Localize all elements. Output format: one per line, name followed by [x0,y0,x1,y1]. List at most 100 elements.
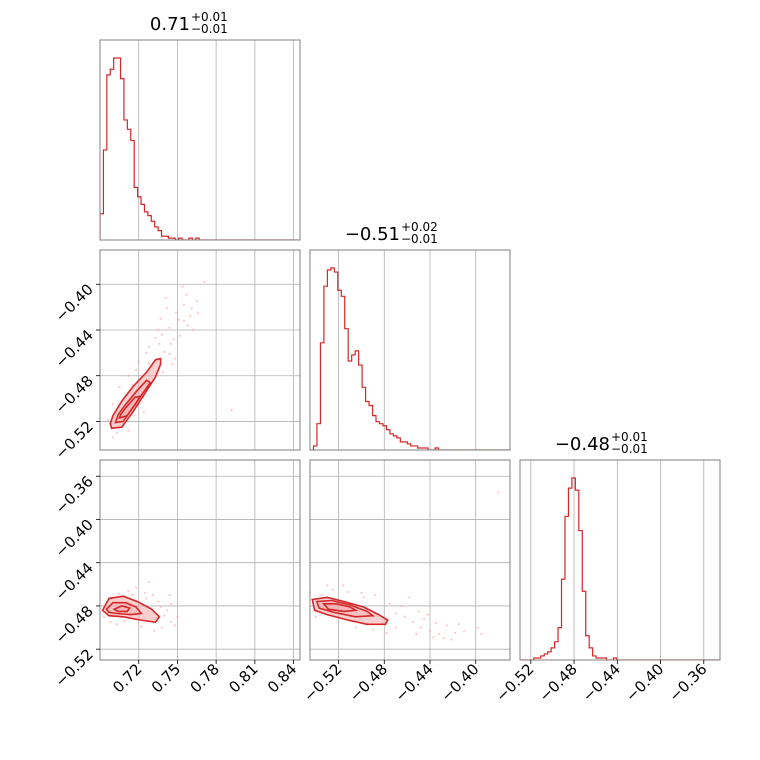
scatter-point [127,589,130,593]
scatter-point [172,337,175,341]
scatter-point [394,626,397,629]
scatter-point [118,592,121,596]
scatter-point [442,637,445,640]
scatter-point [314,615,317,618]
contour-line [109,357,162,430]
scatter-point [111,403,115,406]
y-tick-label: −0.48 [52,602,97,647]
title-median: −0.51 [345,224,400,245]
y-tick-label: −0.40 [52,280,97,325]
scatter-point [123,619,126,623]
scatter-point [147,580,151,584]
scatter-point [163,614,166,617]
scatter-point [137,360,140,364]
x-tick-label: 0.75 [148,660,184,696]
scatter-point [191,328,195,332]
y-tick-label: −0.40 [52,516,97,561]
scatter-point [432,636,435,639]
scatter-point [325,584,329,587]
scatter-point [131,593,134,597]
x-tick-label: −0.52 [492,660,537,705]
contour-line [321,602,359,613]
panel-frame [309,249,511,451]
scatter-point [169,602,173,605]
scatter-point [169,620,173,624]
scatter-point [173,357,177,360]
scatter-point [182,319,186,323]
scatter-point [134,368,138,372]
y-tick-label: −0.36 [52,472,97,517]
scatter-point [173,624,177,627]
scatter-point [190,307,193,310]
panel-1-1 [309,249,511,451]
panel-frame [309,459,511,661]
scatter-point [453,631,457,635]
scatter-point [162,371,165,374]
y-tick-label: −0.48 [52,372,97,417]
scatter-point [115,431,118,435]
scatter-point [434,622,437,625]
scatter-point [169,342,173,345]
contour-line [112,605,132,613]
scatter-point [165,307,169,310]
x-tick-label: −0.52 [300,660,345,705]
scatter-point [373,593,377,597]
contour-fill [119,396,140,418]
x-tick-label: −0.40 [622,660,667,705]
scatter-point [203,280,206,284]
scatter-point [163,350,166,353]
panel-0-0 [99,39,301,241]
panel-content [310,267,510,450]
scatter-point [362,596,365,599]
scatter-point [346,590,349,594]
scatter-point [178,334,182,337]
scatter-point [145,597,148,600]
scatter-point [118,385,121,389]
scatter-point [160,626,164,629]
panel-content [106,280,233,439]
scatter-point [174,311,178,315]
scatter-point [354,626,357,629]
scatter-point [186,324,189,327]
x-tick-label: 0.84 [264,660,300,696]
scatter-point [476,626,480,629]
scatter-point [360,591,363,595]
x-tick-label: 0.78 [187,660,223,696]
scatter-point [189,315,192,318]
scatter-point [134,586,138,589]
scatter-point [403,615,407,618]
scatter-point [371,628,375,631]
scatter-point [450,638,453,641]
scatter-point [160,333,164,336]
scatter-point [417,610,420,613]
contour-line [105,601,143,616]
x-tick-label: −0.36 [665,660,710,705]
scatter-point [156,328,160,332]
contour-line [101,595,161,624]
contour-line [311,596,389,626]
scatter-point [480,632,483,636]
scatter-point [154,336,157,340]
scatter-point [419,626,423,629]
scatter-point [168,593,171,597]
panel-frame [99,39,301,241]
scatter-point [411,620,415,624]
panel-content [101,580,179,633]
y-tick-label: −0.44 [52,326,97,371]
scatter-point [195,300,198,303]
scatter-point [168,352,171,356]
panel-2-0 [99,459,301,661]
scatter-point [142,411,146,414]
scatter-point [463,629,466,633]
histogram-step-line [310,267,510,450]
scatter-point [331,588,335,591]
y-tick-label: −0.52 [52,645,97,690]
scatter-point [497,491,500,494]
scatter-point [341,584,345,587]
scatter-point [457,623,460,626]
scatter-point [159,605,162,609]
panel-content [310,491,500,641]
x-tick-label: 0.81 [225,660,261,696]
scatter-point [140,625,143,628]
